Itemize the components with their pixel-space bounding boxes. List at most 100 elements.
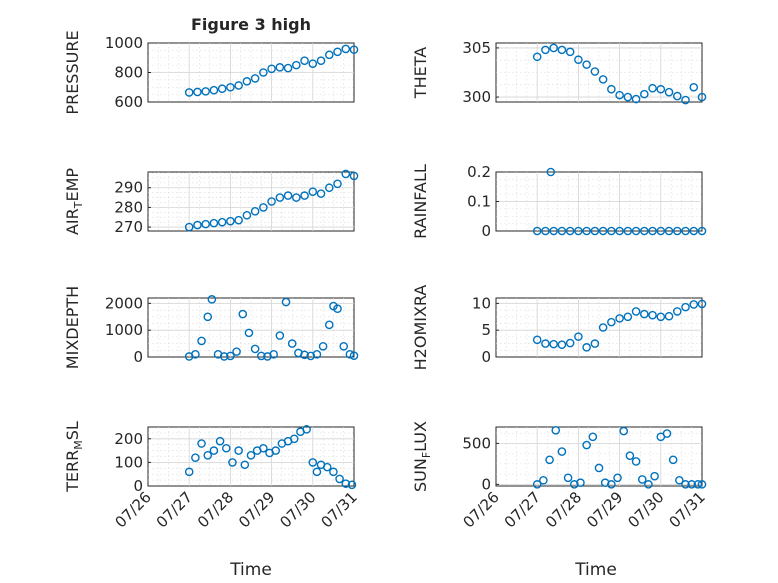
y-tick-label: 100 — [114, 453, 143, 471]
x-tick-label: 07/30 — [276, 488, 319, 531]
y-tick-label: 800 — [114, 64, 143, 82]
y-tick-label: 280 — [114, 198, 143, 216]
data-point — [275, 331, 285, 340]
data-point — [300, 350, 309, 360]
data-point — [557, 45, 567, 55]
y-tick-label: 10 — [472, 294, 491, 312]
data-point — [681, 302, 690, 312]
y-tick-label: 600 — [114, 93, 143, 111]
data-point — [221, 443, 231, 453]
data-point — [250, 74, 260, 83]
data-point — [234, 215, 243, 225]
data-point — [594, 463, 604, 473]
y-axis-label: SUNFLUX — [411, 421, 433, 492]
data-point — [203, 451, 213, 460]
data-point — [193, 220, 202, 230]
data-point — [689, 300, 699, 309]
data-point — [607, 226, 616, 236]
y-tick-label: 0 — [481, 222, 491, 240]
data-point — [697, 226, 707, 236]
y-tick-label: 1000 — [105, 34, 143, 52]
data-point — [590, 226, 600, 236]
data-point — [234, 81, 243, 90]
data-point — [209, 218, 219, 228]
data-point — [191, 350, 200, 359]
data-point — [619, 426, 629, 436]
data-point — [259, 203, 268, 212]
data-point — [648, 310, 657, 320]
data-point — [283, 191, 293, 200]
data-point — [308, 59, 318, 68]
x-tick-label: 07/31 — [318, 488, 361, 531]
data-point — [681, 226, 690, 236]
data-point — [347, 480, 357, 490]
data-point — [539, 475, 548, 485]
data-point — [664, 87, 674, 97]
data-point — [197, 336, 206, 346]
data-point — [335, 474, 344, 484]
data-point — [184, 222, 194, 232]
x-tick-label: 07/27 — [153, 488, 196, 531]
y-axis-label: TERRMSL — [63, 421, 85, 493]
data-point — [549, 339, 558, 349]
data-point — [623, 226, 633, 236]
data-point — [625, 451, 635, 460]
data-point — [259, 443, 268, 453]
data-point — [349, 45, 359, 54]
data-point — [287, 339, 297, 348]
data-point — [650, 471, 659, 481]
data-point — [557, 447, 567, 456]
data-point — [240, 460, 250, 470]
data-point — [681, 480, 690, 489]
data-point — [209, 446, 219, 455]
data-point — [184, 88, 194, 97]
data-point — [664, 311, 674, 321]
data-point — [675, 475, 684, 485]
data-point — [689, 82, 699, 92]
data-point — [349, 171, 359, 181]
data-point — [275, 193, 285, 202]
data-point — [300, 56, 309, 66]
x-axis-label-left: Time — [229, 560, 272, 580]
data-point — [623, 312, 633, 322]
data-point — [333, 304, 342, 314]
x-axis-label-right: Time — [574, 560, 617, 580]
data-point — [563, 473, 573, 483]
data-point — [259, 68, 268, 77]
data-point — [232, 347, 241, 356]
y-tick-label: 200 — [114, 430, 143, 448]
data-point — [275, 63, 285, 72]
data-point — [532, 226, 542, 236]
x-tick-label: 07/26 — [460, 488, 503, 531]
subplot-rainfall: 0 0.1 0.2 RAINFALL — [411, 163, 707, 240]
data-point — [242, 210, 252, 220]
data-point — [215, 436, 225, 446]
data-point — [576, 478, 585, 488]
y-tick-label: 0.1 — [467, 193, 491, 211]
data-point — [312, 350, 322, 359]
data-point — [193, 87, 202, 97]
data-point — [697, 299, 707, 309]
data-point — [312, 467, 322, 477]
data-point — [631, 226, 641, 236]
data-point — [640, 309, 649, 319]
x-tick-label: 07/28 — [194, 488, 237, 531]
data-point — [598, 226, 608, 236]
data-point — [283, 63, 293, 73]
data-point — [207, 295, 217, 304]
data-point — [341, 169, 351, 179]
data-point — [532, 480, 542, 489]
data-point — [615, 90, 624, 100]
data-point — [574, 226, 583, 236]
data-point — [668, 455, 678, 465]
data-point — [217, 217, 227, 227]
data-point — [246, 451, 256, 460]
data-point — [681, 95, 690, 105]
data-point — [345, 350, 355, 359]
data-point — [687, 480, 697, 489]
y-axis-label: RAINFALL — [411, 164, 430, 239]
data-point — [640, 89, 649, 99]
data-point — [256, 351, 266, 361]
data-point — [244, 328, 254, 338]
